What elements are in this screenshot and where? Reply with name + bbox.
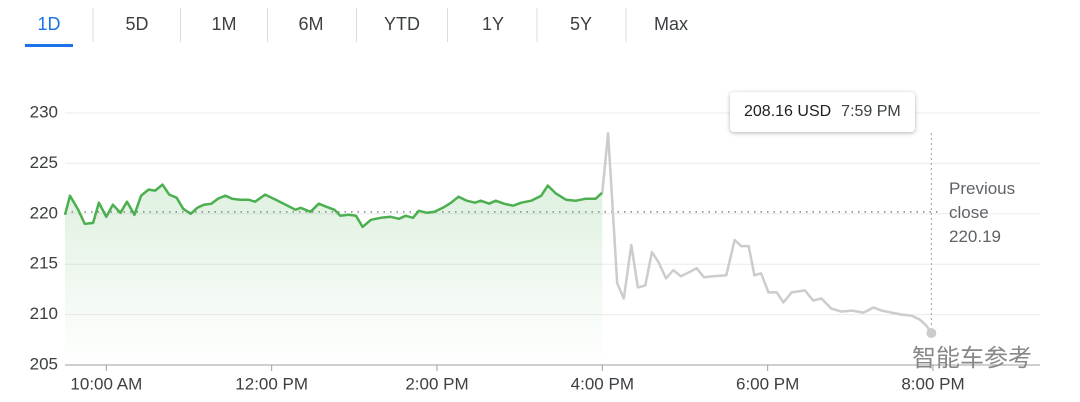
x-tick-label: 8:00 PM (901, 374, 964, 393)
tooltip-price: 208.16 USD (744, 103, 831, 121)
x-tick-label: 2:00 PM (405, 374, 468, 393)
tooltip: 208.16 USD 7:59 PM (730, 92, 915, 132)
previous-close-text: Previous close (949, 179, 1016, 222)
x-tick-label: 10:00 AM (70, 374, 142, 393)
y-tick-label: 230 (30, 102, 58, 121)
line (601, 131, 933, 334)
x-tick-label: 4:00 PM (571, 374, 634, 393)
tab[interactable]: 1Y (482, 14, 504, 34)
area (65, 184, 603, 365)
tooltip-value: 208.16 (744, 103, 793, 120)
tab[interactable]: Max (654, 14, 688, 34)
tab[interactable]: 6M (298, 14, 323, 34)
tooltip-time: 7:59 PM (841, 103, 901, 120)
y-tick-label: 220 (30, 203, 58, 222)
y-tick-label: 205 (30, 354, 58, 373)
y-tick-label: 210 (30, 304, 58, 323)
tab[interactable]: 5Y (570, 14, 592, 34)
tab[interactable]: YTD (384, 14, 420, 34)
y-tick-label: 225 (30, 153, 58, 172)
watermark: 智能车参考 (912, 344, 1032, 372)
tooltip-currency: USD (797, 103, 832, 120)
tab[interactable]: 1M (211, 14, 236, 34)
line (63, 183, 604, 229)
tab[interactable]: 1D (37, 14, 60, 34)
y-tick-label: 215 (30, 254, 58, 273)
hover-point (926, 328, 937, 339)
x-tick-label: 6:00 PM (736, 374, 799, 393)
previous-close-label: Previous close 220.19 (949, 177, 1039, 249)
tab-underline (25, 44, 73, 47)
x-tick-label: 12:00 PM (235, 374, 308, 393)
tab[interactable]: 5D (125, 14, 148, 34)
previous-close-value: 220.19 (949, 227, 1001, 246)
